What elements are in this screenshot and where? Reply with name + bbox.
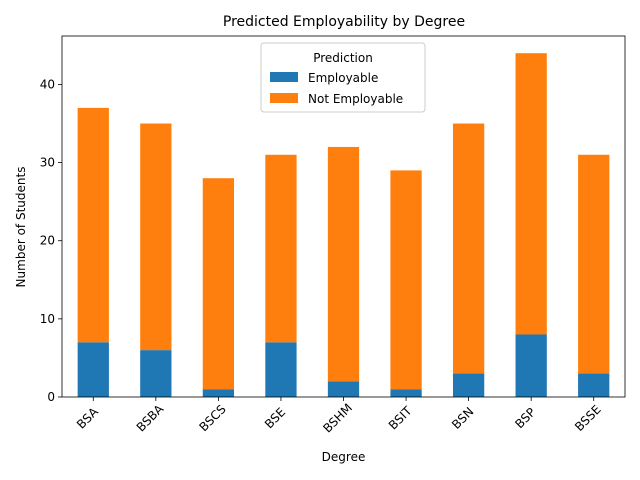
x-tick-label: BSHM [320, 401, 355, 436]
bar-bscs-series-1 [202, 178, 235, 390]
x-tick-label: BSCS [196, 402, 228, 434]
y-tick-label: 10 [40, 312, 55, 326]
bar-bsba-series-0 [140, 350, 172, 397]
bar-bse-series-0 [265, 342, 297, 397]
x-axis-label: Degree [322, 450, 366, 464]
bar-bsp-series-1 [515, 53, 547, 335]
bar-bsba-series-1 [140, 123, 172, 351]
legend-label: Not Employable [308, 92, 403, 106]
bar-bsn-series-0 [452, 373, 485, 397]
bar-bsa-series-0 [77, 342, 109, 397]
legend-label: Employable [308, 71, 378, 85]
x-tick-label: BSE [262, 405, 288, 431]
x-tick-label: BSN [449, 405, 476, 432]
y-tick-label: 40 [40, 77, 55, 91]
x-axis: BSA BSBA BSCS BSE BSHM BSIT BSN BSP BSSE [74, 397, 604, 436]
bar-bshm-series-1 [327, 146, 360, 382]
y-tick-label: 30 [40, 156, 55, 170]
bar-bscs-series-0 [202, 389, 235, 397]
legend: Prediction Employable Not Employable [260, 42, 426, 113]
legend-swatch [270, 72, 298, 82]
bar-bsp-series-0 [515, 334, 547, 397]
plot-area [61, 35, 626, 398]
bar-bsa-series-1 [77, 107, 109, 343]
y-axis: 0 10 20 30 40 [40, 77, 62, 404]
chart-title: Predicted Employability by Degree [223, 14, 465, 30]
y-tick-label: 20 [40, 234, 55, 248]
bar-bsit-series-1 [390, 170, 422, 390]
bar-bsse-series-0 [578, 373, 610, 397]
x-tick-label: BSP [512, 405, 538, 431]
bar-bshm-series-0 [327, 381, 360, 397]
bar-bsit-series-0 [390, 389, 422, 397]
x-tick-label: BSSE [572, 402, 604, 434]
legend-title: Prediction [313, 51, 373, 65]
x-tick-label: BSA [74, 404, 101, 431]
bar-bse-series-1 [265, 154, 297, 343]
y-tick-label: 0 [47, 390, 55, 404]
bar-bsn-series-1 [452, 123, 485, 374]
y-axis-label: Number of Students [14, 167, 28, 288]
legend-swatch [270, 93, 298, 103]
x-tick-label: BSIT [386, 403, 415, 432]
legend-box [260, 42, 426, 113]
x-tick-label: BSBA [134, 401, 167, 434]
bar-bsse-series-1 [578, 154, 610, 374]
